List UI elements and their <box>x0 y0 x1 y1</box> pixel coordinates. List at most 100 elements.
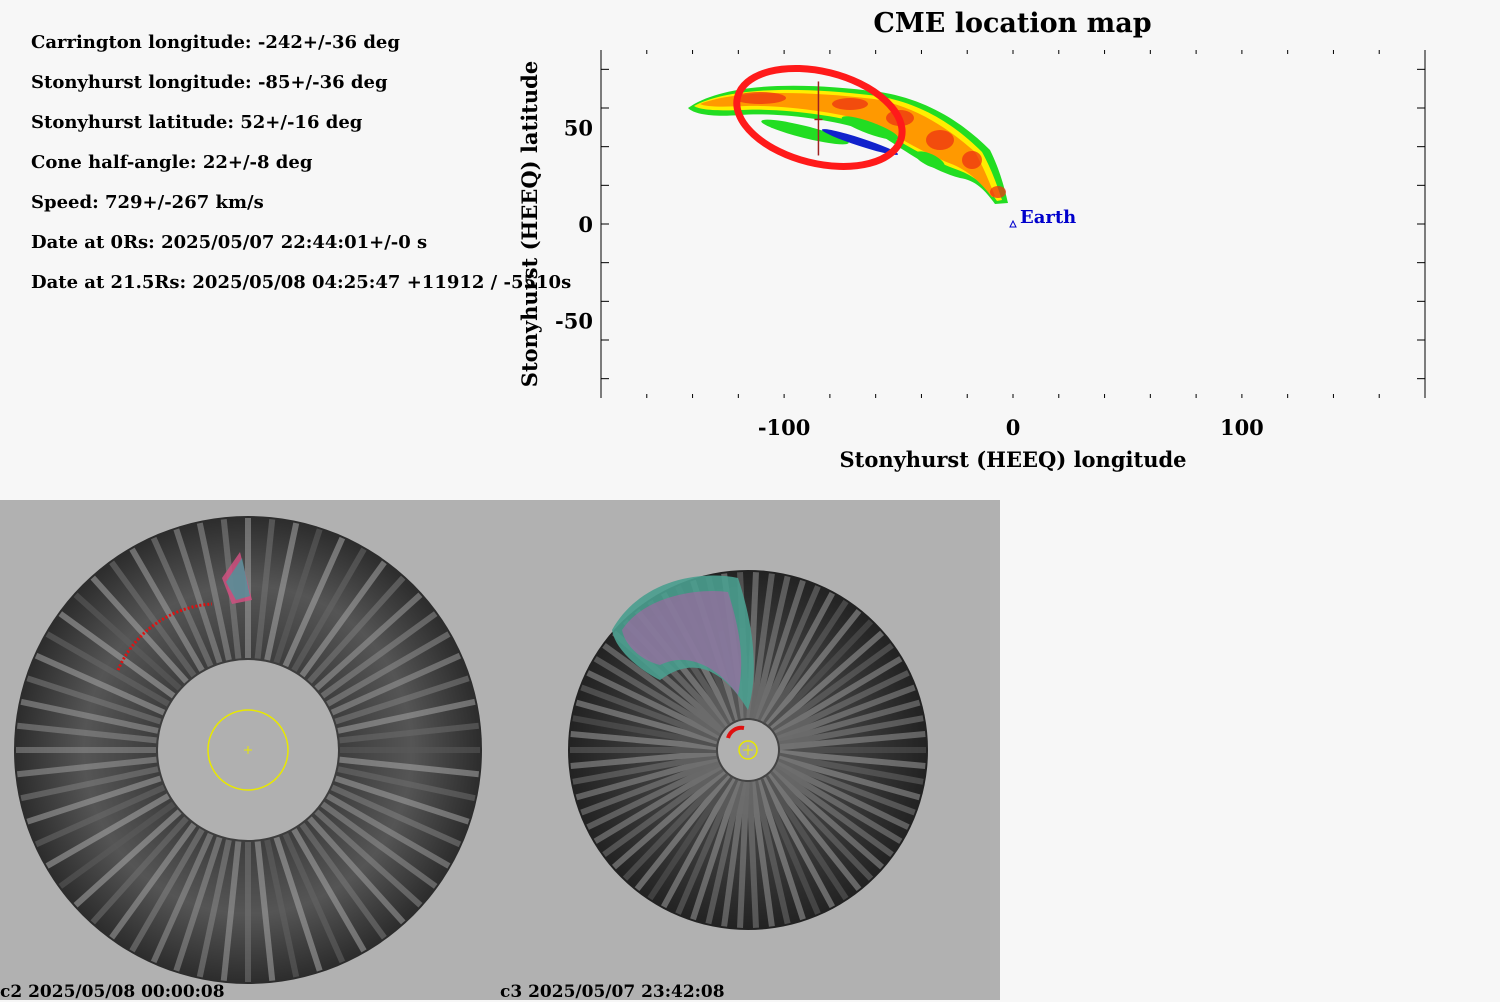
cme-contour-red <box>962 151 982 169</box>
stonyhurst-longitude-text: Stonyhurst longitude: -85+/-36 deg <box>31 72 388 93</box>
cme-contour-red <box>926 130 954 150</box>
coronagraph-streamer <box>767 619 874 729</box>
coronagraph-streamer <box>339 756 480 778</box>
coronagraph-streamer <box>273 528 323 664</box>
c2-image <box>14 516 482 984</box>
coronagraph-streamer <box>755 579 806 721</box>
coronagraph-streamer <box>150 536 214 668</box>
x-tick-label: 0 <box>1006 415 1021 440</box>
coronagraph-streamer <box>254 841 276 982</box>
cme-contour-red <box>990 186 1006 198</box>
coronagraph-streamer <box>611 768 726 870</box>
coronagraph-streamer <box>196 522 232 661</box>
coronagraph-streamer <box>334 675 470 725</box>
coronagraph-streamer <box>314 592 423 691</box>
coronagraph-streamer <box>575 699 718 745</box>
coronagraph-streamer <box>586 761 721 830</box>
cme-error-ellipse <box>733 64 906 170</box>
carrington-longitude-text: Carrington longitude: -242+/-36 deg <box>31 32 400 53</box>
coronagraph-streamer <box>254 518 276 659</box>
coronagraph-streamer <box>282 536 346 668</box>
coronagraph-streamer <box>770 630 885 732</box>
coronagraph-streamer <box>593 656 723 737</box>
coronagraph-streamer <box>330 784 462 848</box>
coronagraph-streamer <box>675 778 739 915</box>
coronagraph-streamer <box>73 809 182 908</box>
coronagraph-streamer <box>572 715 718 748</box>
coronagraph-streamer <box>772 642 894 734</box>
coronagraph-streamer <box>220 841 242 982</box>
coronagraph-streamer <box>580 758 720 816</box>
coronagraph-streamer <box>334 775 470 825</box>
coronagraph-streamer <box>150 832 214 964</box>
x-axis-label: Stonyhurst (HEEQ) longitude <box>839 447 1186 472</box>
cme-contour-green-small <box>915 151 945 169</box>
stonyhurst-latitude-text: Stonyhurst latitude: 52+/-16 deg <box>31 112 363 133</box>
coronagraph-streamer <box>16 722 157 744</box>
coronagraph-streamer <box>757 585 821 722</box>
coronagraph-streamer <box>634 773 731 892</box>
coronagraph-streamer <box>776 684 916 742</box>
coronagraph-streamer <box>778 752 924 785</box>
coronagraph-streamer <box>264 839 300 978</box>
coronagraph-streamer <box>20 766 159 802</box>
coronagraph-images <box>14 516 928 984</box>
coronagraph-streamer <box>778 755 921 801</box>
coronagraph-streamer <box>291 828 367 953</box>
date-0rs-text: Date at 0Rs: 2025/05/07 22:44:01+/-0 s <box>31 232 428 253</box>
coronagraph-streamer <box>109 822 197 940</box>
coronagraph-streamer <box>90 816 189 925</box>
coronagraph-streamer <box>776 758 916 816</box>
coronagraph-streamer <box>779 731 926 751</box>
cone-half-angle-text: Cone half-angle: 22+/-8 deg <box>31 152 313 173</box>
coronagraph-streamer <box>593 763 723 844</box>
coronagraph-streamer <box>90 575 189 684</box>
c2-label: c2 2025/05/08 00:00:08 <box>0 982 225 1002</box>
coronagraph-streamer <box>45 631 170 707</box>
coronagraph-streamer <box>196 839 232 978</box>
coronagraph-streamer <box>778 699 921 745</box>
coronagraph-streamer <box>45 793 170 869</box>
coronagraph-streamer <box>760 591 835 724</box>
coronagraph-streamer <box>307 816 406 925</box>
coronagraph-streamer <box>73 592 182 691</box>
coronagraph-streamer <box>775 761 910 830</box>
coronagraph-streamer <box>586 670 721 739</box>
coronagraph-streamer <box>690 779 741 921</box>
coronagraph-streamer <box>282 832 346 964</box>
coronagraph-streamer <box>58 611 176 699</box>
coronagraph-streamer <box>26 675 162 725</box>
coronagraph-streamer <box>773 763 903 844</box>
y-tick-label: 50 <box>564 115 593 140</box>
coronagraph-streamer <box>773 656 903 737</box>
coronagraph-streamer <box>752 780 791 925</box>
y-tick-label: -50 <box>555 309 593 334</box>
coronagraph-streamer <box>570 731 717 751</box>
coronagraph-streamer <box>755 779 806 921</box>
coronagraph-streamer <box>737 781 750 928</box>
coronagraph-streamer <box>763 599 849 725</box>
coronagraph-streamer <box>765 608 862 727</box>
coronagraph-streamer <box>765 773 862 892</box>
earth-label: Earth <box>1020 207 1076 228</box>
coronagraph-streamer <box>330 652 462 716</box>
coronagraph-streamer <box>775 670 910 739</box>
coronagraph-streamer <box>749 781 775 927</box>
date-21rs-text: Date at 21.5Rs: 2025/05/08 04:25:47 +119… <box>31 272 572 293</box>
coronagraph-streamer <box>580 684 720 742</box>
coronagraph-streamer <box>26 775 162 825</box>
coronagraph-streamer <box>34 784 166 848</box>
coronagraph-streamer <box>264 522 300 661</box>
coronagraph-streamer <box>307 575 406 684</box>
coronagraph-streamer <box>763 775 849 901</box>
x-tick-label: -100 <box>758 415 811 440</box>
coronagraph-streamer <box>602 766 724 858</box>
coronagraph-streamer <box>173 528 223 664</box>
coronagraph-streamer <box>749 573 775 719</box>
coronagraph-streamer <box>337 766 476 802</box>
coronagraph-streamer <box>173 836 223 972</box>
coronagraph-streamer <box>602 642 724 734</box>
coronagraph-streamer <box>622 771 729 881</box>
coronagraph-panel <box>0 500 1000 1000</box>
coronagraph-streamer <box>661 776 736 909</box>
